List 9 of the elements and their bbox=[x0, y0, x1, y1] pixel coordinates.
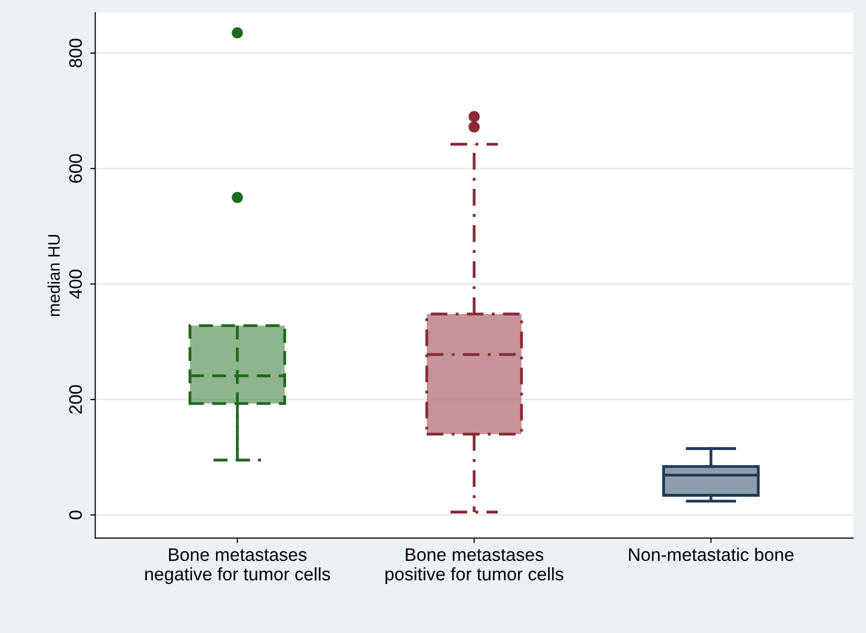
y-tick-label: 600 bbox=[69, 154, 82, 183]
x-tick-label: Bone metastases positive for tumor cells bbox=[386, 548, 564, 584]
x-tick-label: Non-metastatic bone bbox=[629, 548, 794, 562]
y-axis-title: median HU bbox=[48, 234, 60, 316]
y-tick-label: 400 bbox=[69, 270, 82, 299]
y-tick-label: 200 bbox=[69, 385, 82, 414]
y-tick-label: 0 bbox=[69, 510, 82, 520]
y-tick-label: 800 bbox=[69, 38, 82, 68]
x-tick-label: Bone metastases negative for tumor cells bbox=[145, 548, 330, 584]
